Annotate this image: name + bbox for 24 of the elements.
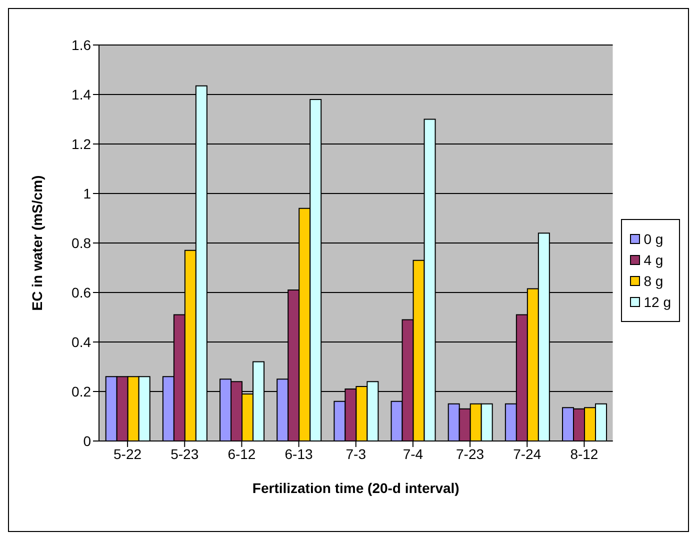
x-tick-label: 5-22 xyxy=(114,446,142,462)
y-tick-label: 0.6 xyxy=(72,284,92,300)
y-tick-label: 0.2 xyxy=(72,383,92,400)
y-tick-label: 1.6 xyxy=(72,36,92,53)
y-tick-label: 0.8 xyxy=(72,234,92,251)
x-tick-label: 8-12 xyxy=(570,446,598,462)
legend-label: 4 g xyxy=(644,252,664,268)
legend-label: 12 g xyxy=(644,294,671,310)
y-tick-label: 1.4 xyxy=(72,86,92,102)
legend-label: 8 g xyxy=(644,272,664,288)
x-axis-title: Fertilization time (20-d interval) xyxy=(252,480,460,496)
y-tick-label: 1.2 xyxy=(72,136,92,152)
y-axis-title: EC in water (mS/cm) xyxy=(28,175,45,311)
y-tick-label: 0 xyxy=(83,432,92,449)
x-tick-label: 7-3 xyxy=(346,446,366,462)
x-tick-label: 7-23 xyxy=(456,446,484,462)
x-tick-label: 7-4 xyxy=(402,446,424,462)
x-tick-label: 5-23 xyxy=(170,446,199,462)
y-tick-label: 0.4 xyxy=(72,334,92,350)
legend-label: 0 g xyxy=(644,230,664,246)
x-tick-label: 6-13 xyxy=(284,446,314,462)
x-tick-label: 7-24 xyxy=(513,446,542,462)
y-tick-label: 1 xyxy=(83,185,92,202)
x-tick-label: 6-12 xyxy=(228,446,256,462)
